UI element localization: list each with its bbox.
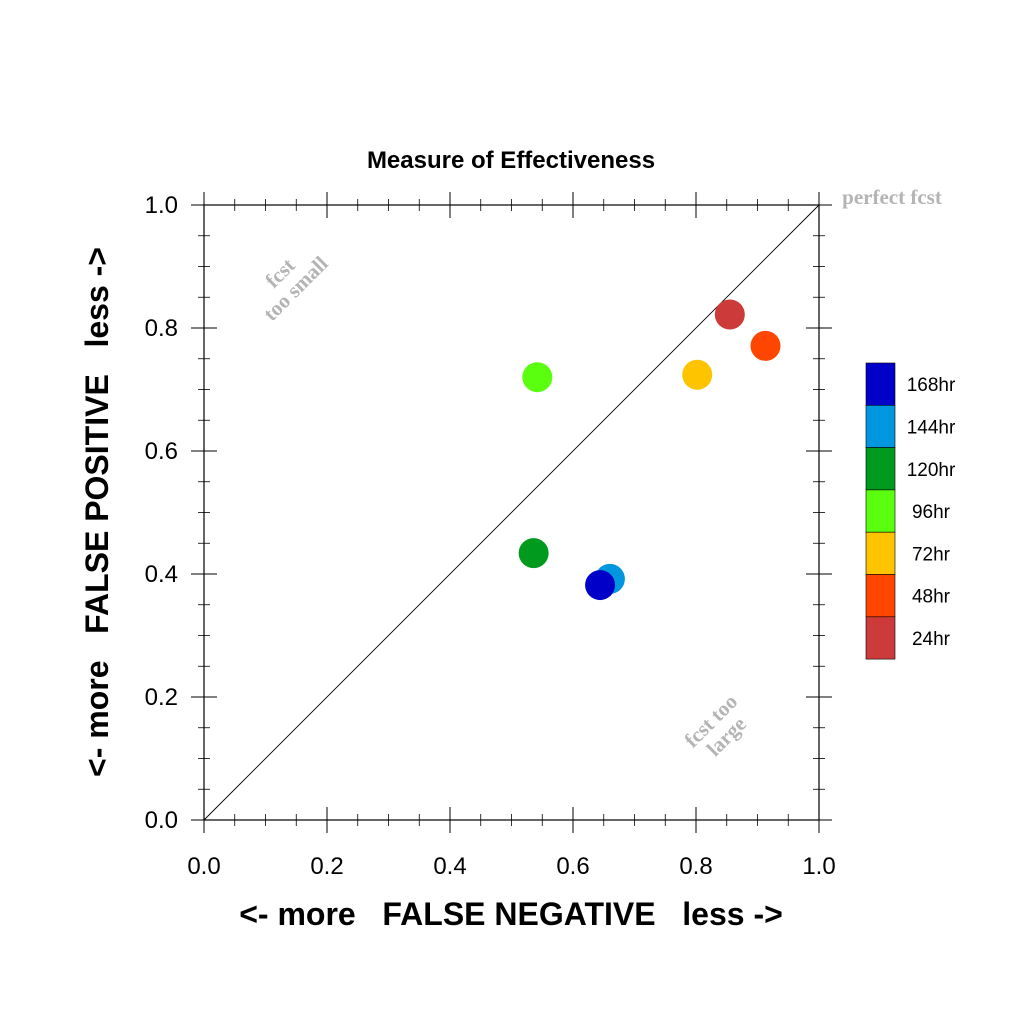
legend-label-96hr: 96hr — [912, 502, 951, 523]
legend-label-72hr: 72hr — [912, 544, 951, 565]
legend-label-144hr: 144hr — [907, 417, 956, 438]
y-tick-label: 0.4 — [145, 561, 178, 588]
data-points — [518, 299, 781, 601]
x-tick-label: 1.0 — [802, 853, 835, 880]
point-72hr — [682, 359, 713, 390]
legend: 168hr 144hr 120hr 96hr 72hr 48hr 24hr — [865, 362, 956, 660]
perfect-forecast-line — [203, 204, 820, 821]
point-168hr — [585, 570, 616, 601]
y-tick-labels: 0.0 0.2 0.4 0.6 0.8 1.0 — [145, 192, 178, 834]
legend-swatch-48hr — [865, 574, 896, 618]
legend-label-120hr: 120hr — [907, 460, 956, 481]
legend-swatch-96hr — [865, 489, 896, 533]
annotation-perfect-fcst: perfect fcst — [842, 185, 942, 209]
x-axis-label: <- more FALSE NEGATIVE less -> — [239, 896, 783, 932]
x-tick-label: 0.2 — [310, 853, 343, 880]
chart-title: Measure of Effectiveness — [367, 147, 655, 174]
legend-swatch-24hr — [865, 616, 896, 660]
plot-area: 0.0 0.2 0.4 0.6 0.8 1.0 0.0 0.2 0.4 0.6 0.8 1.0 — [145, 192, 836, 880]
x-tick-label: 0.6 — [556, 853, 589, 880]
y-tick-label: 1.0 — [145, 192, 178, 219]
x-tick-label: 0.8 — [679, 853, 712, 880]
point-96hr — [522, 362, 553, 393]
legend-label-24hr: 24hr — [912, 629, 951, 650]
x-tick-label: 0.0 — [187, 853, 220, 880]
annotation-fcst-too-small: fcst too small — [258, 251, 332, 325]
legend-label-48hr: 48hr — [912, 587, 951, 608]
legend-swatch-120hr — [865, 447, 896, 491]
legend-swatch-72hr — [865, 531, 896, 575]
y-tick-label: 0.8 — [145, 315, 178, 342]
x-tick-label: 0.4 — [433, 853, 466, 880]
legend-swatch-144hr — [865, 404, 896, 448]
annotation-too-small-line2: too small — [258, 251, 332, 325]
point-120hr — [518, 538, 549, 569]
point-48hr — [750, 330, 781, 361]
y-tick-label: 0.6 — [145, 438, 178, 465]
x-tick-labels: 0.0 0.2 0.4 0.6 0.8 1.0 — [187, 853, 835, 880]
y-tick-label: 0.0 — [145, 807, 178, 834]
y-tick-label: 0.2 — [145, 684, 178, 711]
legend-swatch-168hr — [865, 362, 896, 406]
annotation-fcst-too-large: fcst too large — [679, 689, 750, 760]
y-axis-label: <- more FALSE POSITIVE less -> — [79, 247, 115, 777]
axis-ticks — [191, 192, 832, 833]
point-24hr — [714, 299, 745, 330]
legend-label-168hr: 168hr — [907, 375, 956, 396]
